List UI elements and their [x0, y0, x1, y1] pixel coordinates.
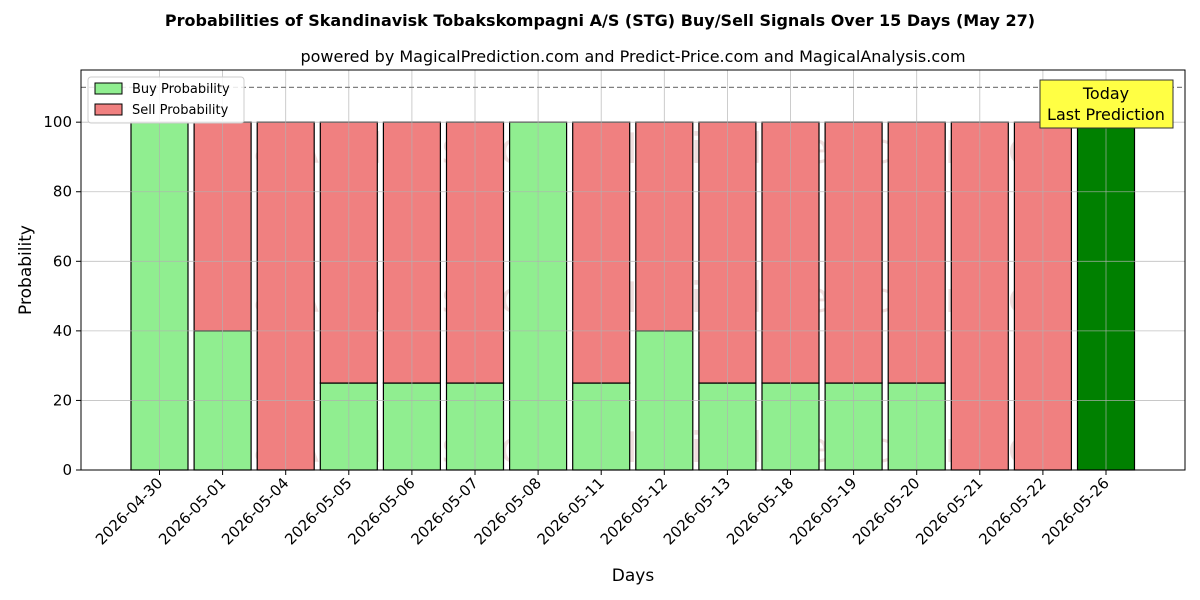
- x-tick-label: 2026-05-13: [660, 474, 734, 548]
- x-tick-label: 2026-05-18: [723, 474, 797, 548]
- x-tick-label: 2026-05-11: [534, 474, 608, 548]
- x-tick-label: 2026-05-01: [155, 474, 229, 548]
- x-tick-label: 2026-05-12: [597, 474, 671, 548]
- y-tick-label: 80: [53, 183, 72, 201]
- legend-label-sell: Sell Probability: [132, 103, 229, 118]
- legend-swatch-sell: [94, 103, 123, 116]
- y-tick-label: 100: [43, 113, 72, 131]
- today-annotation: Today Last Prediction: [1039, 79, 1174, 129]
- chart-subtitle: powered by MagicalPrediction.com and Pre…: [300, 47, 965, 66]
- x-tick-label: 2026-04-30: [92, 474, 166, 548]
- x-tick-label: 2026-05-05: [281, 474, 355, 548]
- x-tick-label: 2026-05-04: [218, 474, 292, 548]
- plot-frame: [80, 69, 1186, 471]
- x-tick-label: 2026-05-20: [849, 474, 923, 548]
- y-axis-label: Probability: [16, 225, 36, 315]
- x-tick-label: 2026-05-08: [471, 474, 545, 548]
- x-tick-label: 2026-05-26: [1038, 474, 1112, 548]
- x-tick-label: 2026-05-06: [344, 474, 418, 548]
- x-axis-label: Days: [612, 566, 655, 586]
- y-tick-label: 40: [53, 322, 72, 340]
- y-axis-ticks: 0 20 40 60 80 100: [43, 113, 81, 479]
- today-annotation-box: [1039, 79, 1174, 129]
- y-tick-label: 0: [62, 461, 72, 479]
- legend-swatch-buy: [94, 82, 123, 95]
- x-tick-label: 2026-05-22: [975, 474, 1049, 548]
- x-tick-label: 2026-05-19: [786, 474, 860, 548]
- x-tick-label: 2026-05-07: [407, 474, 481, 548]
- y-tick-label: 60: [53, 252, 72, 270]
- chart-title: Probabilities of Skandinavisk Tobakskomp…: [165, 11, 1035, 30]
- legend-label-buy: Buy Probability: [132, 82, 230, 97]
- x-axis-ticks: 2026-04-302026-05-012026-05-042026-05-05…: [92, 470, 1113, 548]
- legend: Buy Probability Sell Probability: [87, 76, 245, 124]
- today-annotation-line-2: Last Prediction: [1047, 105, 1165, 124]
- today-annotation-line-1: Today: [1082, 84, 1129, 103]
- plot-area: MagicalAnalysis.comMagicalPrediction.com…: [80, 69, 1186, 472]
- legend-box: [87, 76, 245, 124]
- x-tick-label: 2026-05-21: [912, 474, 986, 548]
- y-tick-label: 20: [53, 391, 72, 409]
